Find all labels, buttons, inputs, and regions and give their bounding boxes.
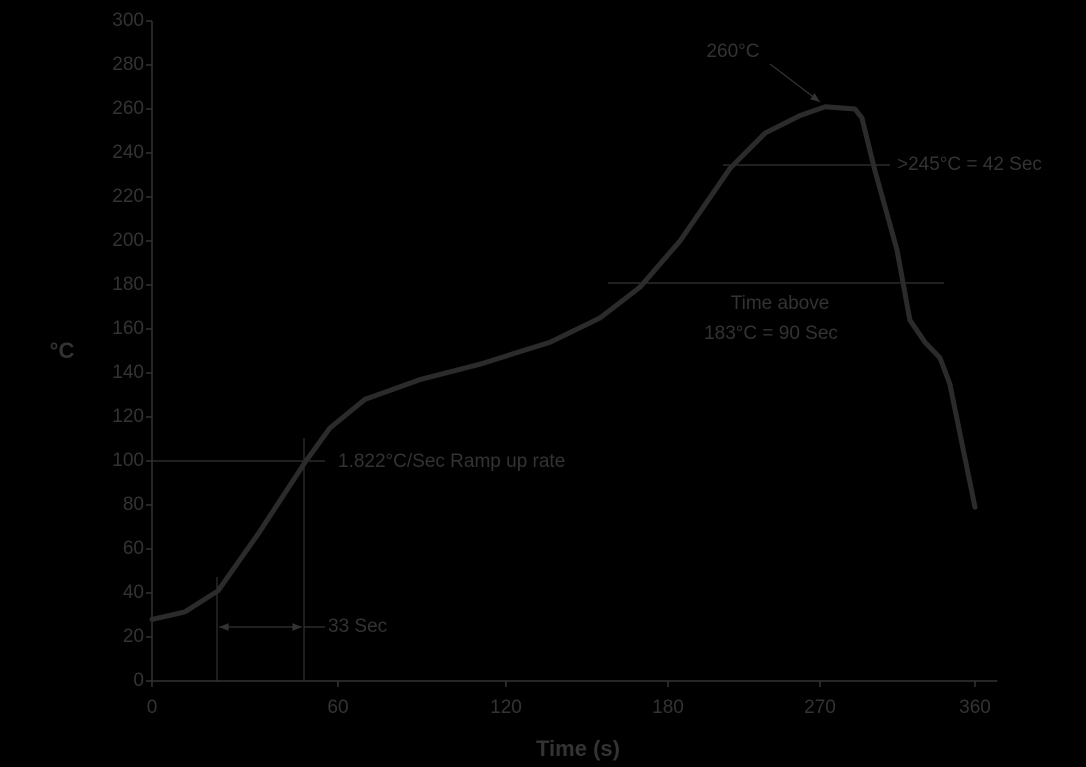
annotation: 33 Sec	[328, 616, 387, 637]
y-tick-label: 200	[112, 230, 144, 251]
peak-arrow	[769, 63, 821, 103]
y-tick-label: 100	[112, 450, 144, 471]
y-tick-label: 120	[112, 406, 144, 427]
y-tick-label: 60	[123, 538, 144, 559]
annotation: Time above	[731, 293, 830, 314]
y-tick-label: 0	[133, 670, 144, 691]
line-series	[149, 104, 978, 622]
x-tick-label: 360	[959, 697, 991, 718]
y-tick-label: 180	[112, 274, 144, 295]
y-tick-label: 240	[112, 142, 144, 163]
y-tick-label: 40	[123, 582, 144, 603]
annotation: 260°C	[706, 41, 759, 62]
y-axis-label: °C	[50, 338, 75, 363]
y-tick-label: 20	[123, 626, 144, 647]
x-tick-label: 0	[147, 697, 158, 718]
y-tick-label: 160	[112, 318, 144, 339]
y-tick-label: 220	[112, 186, 144, 207]
x-tick-label: 270	[804, 697, 836, 718]
y-tick-label: 280	[112, 54, 144, 75]
y-tick-label: 300	[112, 10, 144, 31]
y-tick-label: 140	[112, 362, 144, 383]
x-tick-label: 60	[327, 697, 348, 718]
annotation: 1.822°C/Sec Ramp up rate	[338, 451, 565, 472]
annotation: >245°C = 42 Sec	[897, 154, 1042, 175]
x-tick-label: 120	[490, 697, 522, 718]
x-tick-label: 180	[652, 697, 684, 718]
x-axis-label: Time (s)	[536, 736, 620, 761]
y-tick-label: 80	[123, 494, 144, 515]
annotation: 183°C = 90 Sec	[704, 323, 838, 344]
y-tick-label: 260	[112, 98, 144, 119]
